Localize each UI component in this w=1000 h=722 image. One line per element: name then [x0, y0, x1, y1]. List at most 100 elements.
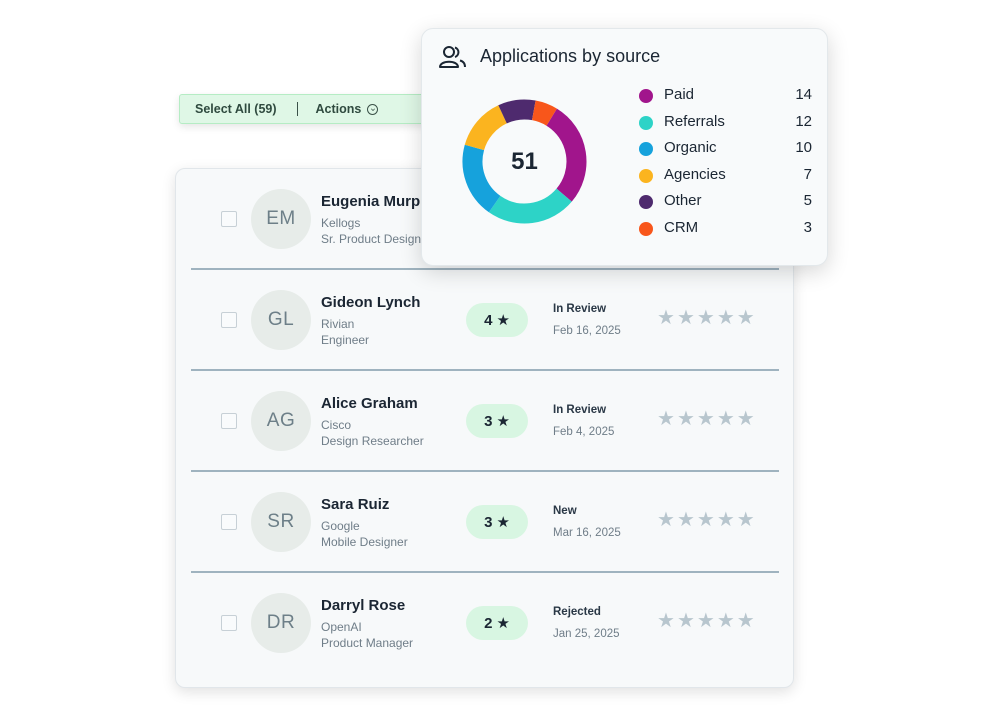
- table-row[interactable]: DR Darryl Rose OpenAI Product Manager 2 ★…: [191, 573, 779, 674]
- avatar: AG: [251, 391, 311, 451]
- applicant-company: Kellogs: [321, 216, 361, 230]
- legend-label: Organic: [664, 139, 717, 156]
- legend-item-referrals: Referrals 12: [639, 113, 812, 140]
- card-title: Applications by source: [480, 46, 661, 66]
- row-divider: [191, 470, 779, 472]
- star-icon[interactable]: ★: [736, 610, 755, 632]
- row-checkbox[interactable]: [221, 514, 237, 530]
- star-icon[interactable]: ★: [676, 408, 695, 430]
- star-icon: ★: [496, 615, 510, 632]
- applicant-role: Sr. Product Designe: [321, 232, 428, 246]
- applicant-name[interactable]: Alice Graham: [321, 395, 418, 412]
- applicant-name[interactable]: Darryl Rose: [321, 597, 406, 614]
- row-checkbox[interactable]: [221, 615, 237, 631]
- star-icon[interactable]: ★: [716, 408, 735, 430]
- applicant-role: Product Manager: [321, 636, 414, 650]
- avatar: DR: [251, 593, 311, 653]
- select-all-button[interactable]: Select All (59): [195, 102, 277, 116]
- legend-label: Paid: [664, 86, 695, 103]
- applicant-name[interactable]: Sara Ruiz: [321, 496, 390, 513]
- actions-button[interactable]: Actions: [316, 102, 379, 116]
- bulk-actions-toolbar: Select All (59) Actions: [179, 94, 441, 124]
- row-checkbox[interactable]: [221, 211, 237, 227]
- table-row[interactable]: EM Eugenia Murph Kellogs Sr. Product Des…: [191, 169, 779, 270]
- score-value: 4: [484, 311, 493, 329]
- legend-label: Agencies: [664, 165, 726, 183]
- star-icon[interactable]: ★: [736, 509, 755, 531]
- applied-date: Mar 16, 2025: [553, 527, 621, 539]
- star-rating[interactable]: ★ ★ ★ ★ ★: [657, 308, 755, 328]
- table-row[interactable]: AG Alice Graham Cisco Design Researcher …: [191, 371, 779, 472]
- star-icon[interactable]: ★: [676, 610, 695, 632]
- star-icon[interactable]: ★: [716, 307, 735, 329]
- row-divider: [191, 571, 779, 573]
- legend-dot: [639, 168, 653, 183]
- star-icon[interactable]: ★: [676, 307, 695, 329]
- row-divider: [191, 268, 779, 270]
- applicant-role: Design Researcher: [321, 434, 424, 448]
- legend-value: 3: [803, 218, 812, 236]
- legend-dot: [639, 195, 653, 209]
- legend-value: 12: [795, 112, 812, 130]
- source-donut-chart: [462, 99, 587, 224]
- status-label: Rejected: [553, 606, 601, 618]
- star-rating[interactable]: ★ ★ ★ ★ ★: [657, 409, 755, 429]
- star-rating[interactable]: ★ ★ ★ ★ ★: [657, 510, 755, 530]
- legend-dot: [639, 89, 653, 103]
- status-label: In Review: [553, 404, 607, 416]
- star-icon[interactable]: ★: [696, 610, 715, 632]
- star-icon[interactable]: ★: [716, 610, 735, 632]
- avatar: GL: [251, 290, 311, 350]
- applied-date: Jan 25, 2025: [553, 628, 620, 640]
- legend-item-crm: CRM 3: [639, 219, 812, 246]
- legend-dot: [639, 221, 653, 236]
- actions-label: Actions: [315, 102, 362, 116]
- star-icon[interactable]: ★: [657, 610, 675, 632]
- legend-value: 7: [803, 165, 812, 183]
- users-icon: [439, 46, 466, 68]
- star-icon[interactable]: ★: [696, 509, 715, 531]
- legend-label: CRM: [664, 218, 699, 236]
- legend-item-other: Other 5: [639, 192, 812, 219]
- legend-item-agencies: Agencies 7: [639, 166, 812, 193]
- legend-item-organic: Organic 10: [639, 139, 812, 166]
- star-icon: ★: [496, 413, 510, 430]
- score-badge: 3 ★: [466, 505, 528, 539]
- star-icon[interactable]: ★: [736, 408, 755, 430]
- legend-value: 14: [795, 86, 812, 103]
- applicant-name[interactable]: Gideon Lynch: [321, 294, 421, 311]
- donut-slice-agencies: [464, 105, 508, 151]
- donut-slice-other: [498, 99, 536, 124]
- applicant-company: Cisco: [321, 418, 352, 432]
- total-applications: 51: [511, 147, 538, 175]
- chevron-down-circle-icon: [367, 103, 379, 115]
- star-icon[interactable]: ★: [736, 307, 755, 329]
- legend-value: 10: [795, 139, 812, 156]
- applicant-name[interactable]: Eugenia Murph: [321, 193, 430, 210]
- applicant-role: Mobile Designer: [321, 535, 408, 549]
- donut-slice-organic: [462, 144, 501, 213]
- donut-slice-referrals: [488, 188, 572, 224]
- applied-date: Feb 16, 2025: [553, 325, 621, 337]
- star-icon[interactable]: ★: [657, 307, 675, 329]
- row-checkbox[interactable]: [221, 413, 237, 429]
- row-checkbox[interactable]: [221, 312, 237, 328]
- star-icon[interactable]: ★: [657, 408, 675, 430]
- star-icon[interactable]: ★: [657, 509, 675, 531]
- legend-item-paid: Paid 14: [639, 86, 812, 113]
- avatar: SR: [251, 492, 311, 552]
- star-icon[interactable]: ★: [716, 509, 735, 531]
- applications-by-source-card: Applications by source 51 Paid 14 Referral…: [421, 28, 828, 266]
- donut-slice-paid: [546, 108, 587, 202]
- applicant-company: Rivian: [321, 317, 355, 331]
- legend-label: Referrals: [664, 112, 725, 130]
- star-rating[interactable]: ★ ★ ★ ★ ★: [657, 611, 755, 631]
- star-icon[interactable]: ★: [696, 307, 715, 329]
- chart-legend: Paid 14 Referrals 12 Organic 10 Agencies 7 Other…: [639, 86, 812, 245]
- star-icon: ★: [496, 514, 510, 531]
- table-row[interactable]: SR Sara Ruiz Google Mobile Designer 3 ★ N…: [191, 472, 779, 573]
- applied-date: Feb 4, 2025: [553, 426, 615, 438]
- star-icon[interactable]: ★: [676, 509, 695, 531]
- star-icon[interactable]: ★: [696, 408, 715, 430]
- table-row[interactable]: GL Gideon Lynch Rivian Engineer 4 ★ In Re…: [191, 270, 779, 371]
